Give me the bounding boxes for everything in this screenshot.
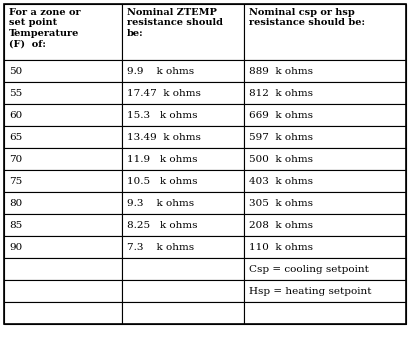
Bar xyxy=(122,236,243,258)
Text: 65: 65 xyxy=(9,132,22,141)
Bar xyxy=(243,126,405,148)
Bar xyxy=(122,170,243,192)
Text: 90: 90 xyxy=(9,242,22,252)
Bar xyxy=(122,214,243,236)
Bar xyxy=(243,4,405,60)
Text: 9.3    k ohms: 9.3 k ohms xyxy=(127,198,193,208)
Bar xyxy=(122,302,243,324)
Bar xyxy=(122,258,243,280)
Bar xyxy=(4,126,122,148)
Bar xyxy=(122,60,243,82)
Text: 305  k ohms: 305 k ohms xyxy=(248,198,312,208)
Bar xyxy=(243,60,405,82)
Bar xyxy=(122,126,243,148)
Text: 75: 75 xyxy=(9,176,22,185)
Text: Csp = cooling setpoint: Csp = cooling setpoint xyxy=(248,265,368,274)
Text: Nominal ZTEMP
resistance should
be:: Nominal ZTEMP resistance should be: xyxy=(127,8,222,38)
Text: 812  k ohms: 812 k ohms xyxy=(248,88,312,97)
Bar xyxy=(122,192,243,214)
Bar xyxy=(4,4,405,324)
Bar xyxy=(122,82,243,104)
Text: 13.49  k ohms: 13.49 k ohms xyxy=(127,132,200,141)
Text: 55: 55 xyxy=(9,88,22,97)
Text: 50: 50 xyxy=(9,67,22,76)
Bar xyxy=(243,104,405,126)
Bar xyxy=(122,104,243,126)
Bar xyxy=(4,148,122,170)
Bar xyxy=(243,280,405,302)
Text: 597  k ohms: 597 k ohms xyxy=(248,132,312,141)
Bar xyxy=(4,192,122,214)
Bar xyxy=(243,148,405,170)
Bar xyxy=(243,192,405,214)
Bar xyxy=(4,60,122,82)
Bar xyxy=(4,280,122,302)
Text: 17.47  k ohms: 17.47 k ohms xyxy=(127,88,200,97)
Bar xyxy=(4,82,122,104)
Text: 10.5   k ohms: 10.5 k ohms xyxy=(127,176,197,185)
Bar xyxy=(243,82,405,104)
Bar xyxy=(4,4,122,60)
Text: 8.25   k ohms: 8.25 k ohms xyxy=(127,221,197,229)
Bar xyxy=(122,148,243,170)
Bar xyxy=(243,170,405,192)
Bar xyxy=(122,4,243,60)
Bar xyxy=(122,280,243,302)
Bar xyxy=(4,236,122,258)
Text: Hsp = heating setpoint: Hsp = heating setpoint xyxy=(248,286,371,295)
Text: 889  k ohms: 889 k ohms xyxy=(248,67,312,76)
Text: 60: 60 xyxy=(9,111,22,120)
Text: 500  k ohms: 500 k ohms xyxy=(248,155,312,164)
Text: 7.3    k ohms: 7.3 k ohms xyxy=(127,242,193,252)
Text: 669  k ohms: 669 k ohms xyxy=(248,111,312,120)
Bar xyxy=(4,170,122,192)
Bar xyxy=(4,302,122,324)
Text: 80: 80 xyxy=(9,198,22,208)
Text: 70: 70 xyxy=(9,155,22,164)
Text: Nominal csp or hsp
resistance should be:: Nominal csp or hsp resistance should be: xyxy=(248,8,364,28)
Bar xyxy=(243,236,405,258)
Text: 85: 85 xyxy=(9,221,22,229)
Bar xyxy=(4,214,122,236)
Bar xyxy=(243,258,405,280)
Text: 15.3   k ohms: 15.3 k ohms xyxy=(127,111,197,120)
Text: For a zone or
set point
Temperature
(F)  of:: For a zone or set point Temperature (F) … xyxy=(9,8,81,48)
Text: 208  k ohms: 208 k ohms xyxy=(248,221,312,229)
Text: 9.9    k ohms: 9.9 k ohms xyxy=(127,67,193,76)
Bar xyxy=(243,302,405,324)
Text: 11.9   k ohms: 11.9 k ohms xyxy=(127,155,197,164)
Bar xyxy=(243,214,405,236)
Text: 403  k ohms: 403 k ohms xyxy=(248,176,312,185)
Bar xyxy=(4,104,122,126)
Text: 110  k ohms: 110 k ohms xyxy=(248,242,312,252)
Bar xyxy=(4,258,122,280)
